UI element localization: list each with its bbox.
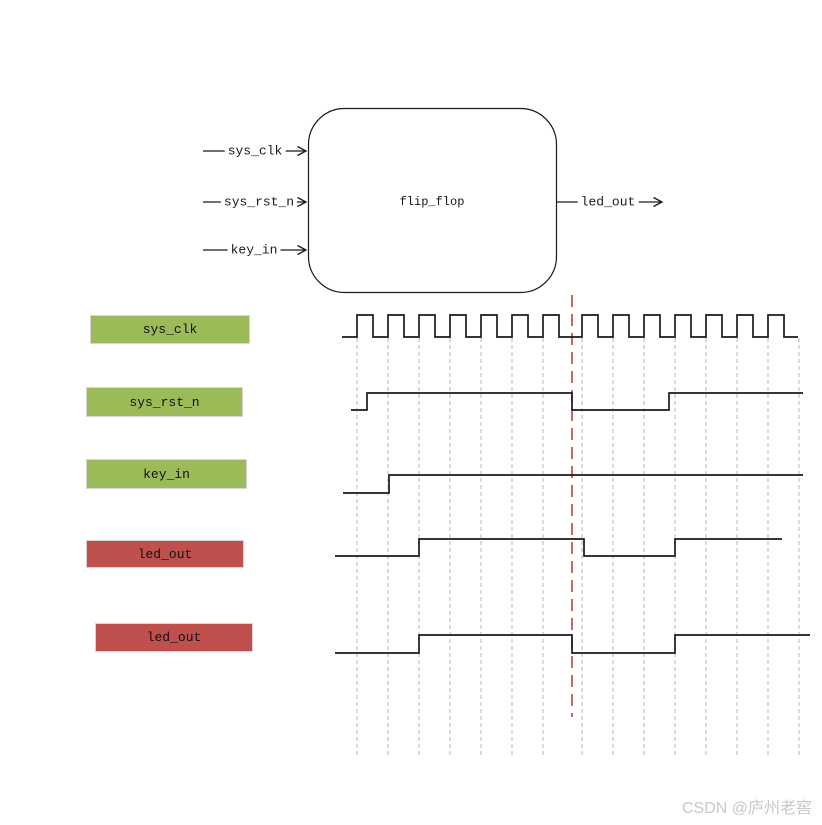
signal-label-text: sys_clk	[142, 322, 198, 337]
block-title: flip_flop	[399, 195, 465, 209]
signal-label-led-out-1: led_out	[86, 540, 244, 568]
arrowhead-led-out-icon	[653, 196, 664, 208]
port-label-key-in: key_in	[227, 242, 281, 258]
waveform-led_out-4	[335, 634, 810, 654]
watermark: CSDN @庐州老窖	[681, 800, 812, 817]
signal-label-key-in: key_in	[86, 459, 247, 489]
arrowhead-sys-rst-n-icon	[297, 196, 308, 208]
port-label-sys-rst-n: sys_rst_n	[220, 194, 298, 210]
port-label-sys-clk: sys_clk	[224, 143, 286, 159]
waveform-sys_clk-0	[342, 314, 798, 338]
waveform-sys_rst_n-1	[351, 392, 803, 411]
signal-label-text: sys_rst_n	[129, 394, 200, 410]
signal-label-text: led_out	[146, 630, 202, 645]
signal-label-text: key_in	[143, 466, 190, 482]
signal-label-led-out-2: led_out	[95, 623, 253, 652]
port-label-led-out: led_out	[577, 194, 639, 210]
waveform-key_in-2	[343, 474, 803, 494]
signal-label-sys-rst-n: sys_rst_n	[86, 387, 243, 417]
signal-label-sys-clk: sys_clk	[90, 315, 250, 344]
signal-label-text: led_out	[137, 546, 193, 562]
flip-flop-block	[307, 107, 558, 294]
arrowhead-sys-clk-icon	[297, 145, 308, 157]
waveform-led_out-3	[335, 538, 782, 557]
generated-layer	[335, 295, 810, 758]
arrowhead-key-in-icon	[297, 244, 308, 256]
